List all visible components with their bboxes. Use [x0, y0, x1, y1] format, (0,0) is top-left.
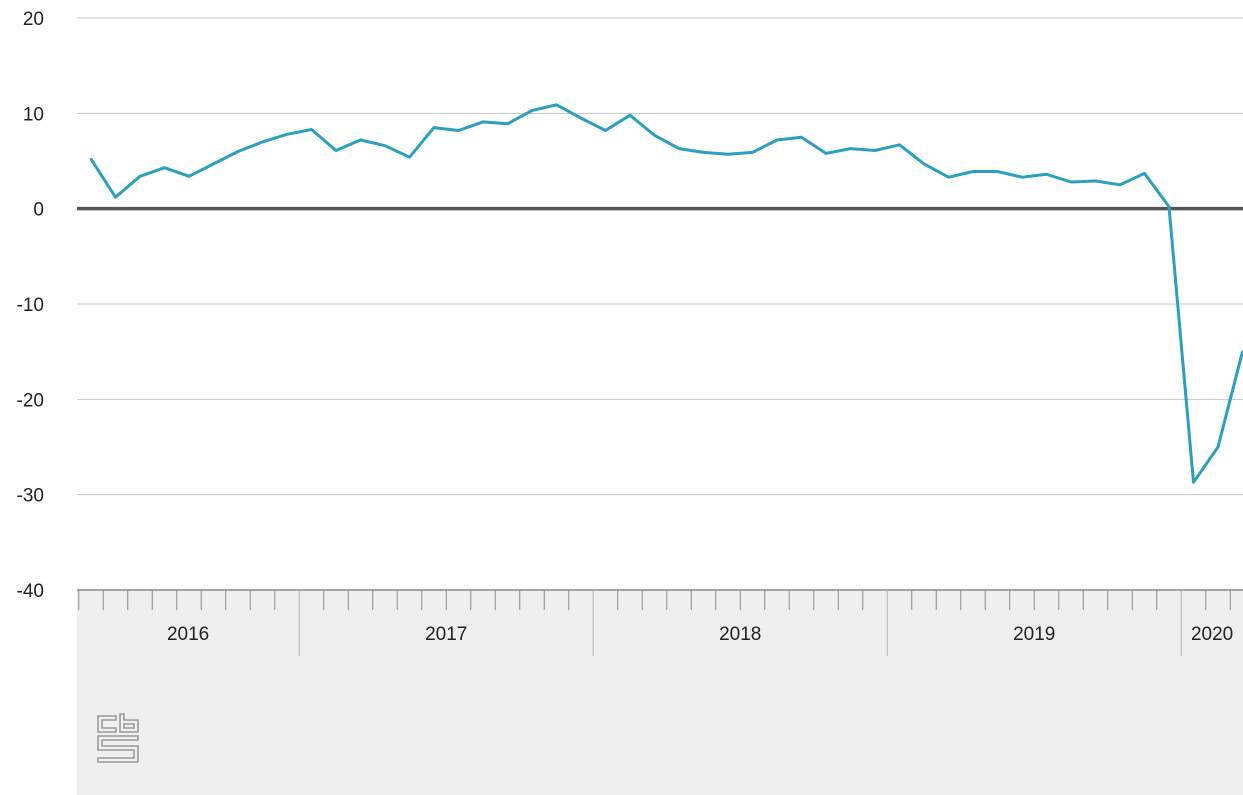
data-point	[579, 116, 583, 120]
data-point	[702, 151, 705, 154]
data-point	[1167, 205, 1171, 208]
data-point	[114, 196, 117, 199]
y-tick-label: -10	[17, 295, 44, 316]
data-point	[1094, 179, 1097, 183]
data-point	[261, 140, 264, 144]
data-point	[775, 138, 779, 142]
data-point	[481, 120, 485, 124]
y-tick-label: 20	[23, 9, 44, 30]
data-point	[212, 162, 215, 166]
data-point	[726, 153, 730, 156]
data-point	[138, 175, 142, 178]
data-point	[873, 149, 877, 152]
x-year-label: 2020	[1191, 624, 1233, 645]
data-point	[1069, 180, 1073, 184]
x-year-label: 2017	[425, 624, 467, 645]
data-point	[922, 162, 926, 166]
series-line	[89, 103, 1243, 484]
data-point	[236, 150, 240, 153]
data-point	[898, 143, 901, 146]
data-point	[89, 157, 93, 161]
y-tick-label: -40	[17, 581, 44, 602]
y-tick-label: 0	[33, 200, 44, 221]
data-point	[751, 151, 754, 154]
data-point	[971, 170, 975, 173]
data-point	[1045, 173, 1048, 176]
data-point	[310, 128, 313, 131]
data-point	[408, 155, 411, 159]
data-point	[653, 134, 656, 137]
data-point	[432, 126, 436, 129]
data-point	[530, 109, 534, 112]
data-point	[1216, 445, 1220, 449]
data-point	[555, 103, 558, 106]
data-point	[1143, 172, 1146, 175]
x-year-label: 2019	[1013, 624, 1055, 645]
data-point	[604, 129, 607, 132]
data-point	[383, 144, 387, 147]
data-point	[1118, 183, 1122, 187]
data-point	[1020, 176, 1024, 179]
axis-band	[77, 590, 1243, 795]
x-axis: 2016 2017 2018 2019 2020	[77, 589, 1243, 656]
data-point	[187, 175, 191, 178]
data-point	[849, 147, 852, 150]
data-point	[506, 122, 509, 126]
cbs-logo-icon	[96, 712, 142, 777]
data-point	[163, 166, 166, 169]
series-group	[89, 103, 1243, 484]
data-point	[677, 147, 681, 150]
y-tick-label: -20	[17, 390, 44, 411]
data-point	[824, 152, 828, 155]
data-point	[359, 138, 362, 142]
data-point	[996, 170, 999, 173]
x-year-label: 2018	[719, 624, 761, 645]
data-point	[947, 176, 950, 179]
y-tick-label: -30	[17, 486, 44, 507]
x-year-label: 2016	[167, 624, 209, 645]
y-tick-label: 10	[23, 104, 44, 125]
data-point	[457, 129, 460, 132]
data-point	[1192, 481, 1195, 484]
data-point	[285, 133, 289, 136]
grid-lines	[77, 17, 1243, 496]
data-point	[800, 135, 803, 139]
data-point	[628, 114, 632, 117]
y-axis-ticks: 20 10 0 -10 -20 -30 -40	[17, 9, 44, 602]
data-point	[334, 149, 338, 152]
